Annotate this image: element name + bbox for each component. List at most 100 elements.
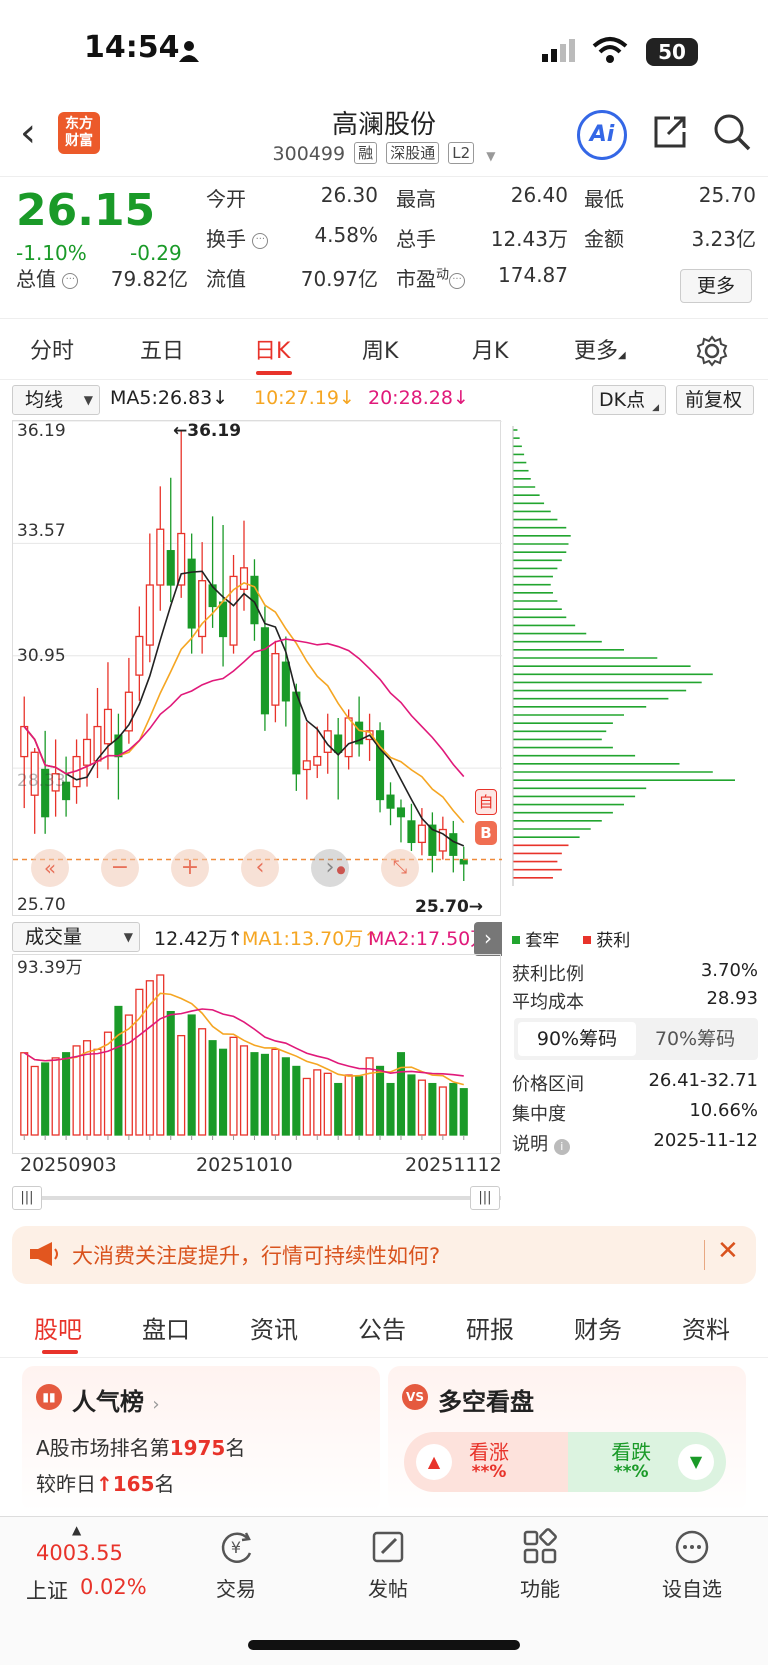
nav-post[interactable]: 发帖 bbox=[348, 1527, 428, 1602]
tab-profile[interactable]: 资料 bbox=[682, 1316, 730, 1344]
tab-more[interactable]: 更多◢ bbox=[574, 339, 626, 364]
chevron-right-icon[interactable]: › bbox=[311, 849, 349, 887]
tab-intraday[interactable]: 分时 bbox=[30, 339, 75, 364]
nav-add-watchlist[interactable]: 设自选 bbox=[652, 1527, 732, 1602]
close-icon[interactable]: ✕ bbox=[717, 1236, 739, 1266]
candle-body bbox=[334, 734, 343, 753]
ma20-label: 20:28.28↓ bbox=[368, 387, 469, 409]
tab-research[interactable]: 研报 bbox=[466, 1316, 514, 1344]
ma5-line bbox=[23, 570, 465, 847]
float-label: 流值 bbox=[206, 267, 246, 291]
high-label: 最高 bbox=[396, 187, 436, 211]
vote-up-button[interactable]: ▲ 看涨 **% bbox=[404, 1432, 574, 1492]
news-banner[interactable]: 大消费关注度提升，行情可持续性如何? ✕ bbox=[12, 1226, 756, 1284]
tab-underline bbox=[256, 371, 292, 375]
candle-body bbox=[82, 738, 92, 766]
info-tabs: 股吧 盘口 资讯 公告 研报 财务 资料 bbox=[0, 1294, 768, 1358]
volume-bar bbox=[93, 1048, 102, 1136]
tab-forum[interactable]: 股吧 bbox=[34, 1316, 82, 1344]
tab-news[interactable]: 资讯 bbox=[250, 1316, 298, 1344]
vote-down-button[interactable]: 看跌 **% ▼ bbox=[568, 1432, 726, 1492]
info-icon[interactable]: ··· bbox=[62, 273, 79, 289]
buy-signal-badge[interactable]: B bbox=[475, 821, 497, 845]
megaphone-icon bbox=[30, 1242, 58, 1266]
grid-icon bbox=[523, 1528, 557, 1564]
candle-body bbox=[313, 755, 322, 766]
tab-monthly-k[interactable]: 月K bbox=[472, 339, 509, 364]
tab-chip-90[interactable]: 90%筹码 bbox=[518, 1022, 636, 1056]
volume-bar bbox=[365, 1057, 374, 1136]
tab-chip-70[interactable]: 70%筹码 bbox=[654, 1028, 736, 1050]
volume-toolbar: 成交量 ▼ 12.42万↑ MA1:13.70万↑ MA2:17.50万 › bbox=[0, 920, 502, 956]
bull-bear-card: VS 多空看盘 ▲ 看涨 **% 看跌 **% ▼ bbox=[388, 1366, 746, 1512]
indicator-select[interactable]: 均线 ▼ bbox=[12, 385, 100, 415]
self-select-badge[interactable]: 自 bbox=[475, 789, 497, 815]
popularity-card[interactable]: ▮▮ 人气榜 › A股市场排名第1975名 较昨日↑165名 bbox=[22, 1366, 380, 1512]
volume-bar bbox=[51, 1057, 60, 1136]
chevron-left-icon[interactable]: ‹ bbox=[241, 849, 279, 887]
date-end: 20251112 bbox=[405, 1154, 502, 1176]
info-icon[interactable]: ··· bbox=[252, 233, 269, 249]
ai-button[interactable]: Ai bbox=[577, 110, 627, 160]
volume-bar bbox=[114, 1005, 123, 1136]
chevron-down-icon[interactable]: ▼ bbox=[486, 149, 496, 163]
more-quote-button[interactable]: 更多 bbox=[680, 269, 752, 303]
scroll-handle-right[interactable]: ||| bbox=[470, 1186, 500, 1210]
period-tabs: 分时 五日 日K 周K 月K 更多◢ bbox=[0, 318, 768, 380]
banner-text: 大消费关注度提升，行情可持续性如何? bbox=[72, 1244, 441, 1268]
tab-weekly-k[interactable]: 周K bbox=[362, 339, 399, 364]
vs-icon: VS bbox=[402, 1384, 428, 1410]
candle-body bbox=[208, 584, 217, 608]
tab-orderbook[interactable]: 盘口 bbox=[142, 1316, 190, 1344]
volume-svg bbox=[20, 974, 468, 1140]
info-icon[interactable]: i bbox=[553, 1139, 570, 1155]
tab-financials[interactable]: 财务 bbox=[574, 1316, 622, 1344]
volume-ma-line bbox=[23, 992, 464, 1086]
search-icon[interactable] bbox=[712, 112, 752, 152]
note-row: 说明 i 2025-11-12 bbox=[512, 1130, 758, 1155]
volume-bar bbox=[103, 1031, 113, 1136]
chevron-right-icon[interactable]: › bbox=[474, 922, 502, 956]
candle-body bbox=[51, 773, 60, 792]
volume-ma1-label: MA1:13.70万↑ bbox=[242, 928, 380, 950]
candle-body bbox=[323, 730, 332, 753]
volume-chart[interactable]: 93.39万 bbox=[12, 954, 501, 1154]
candle-body bbox=[449, 833, 458, 856]
nav-functions[interactable]: 功能 bbox=[500, 1527, 580, 1602]
amount-value: 3.23亿 bbox=[691, 227, 756, 251]
avg-cost-row: 平均成本 28.93 bbox=[512, 988, 758, 1013]
chart-scrollbar[interactable]: ||| ||| bbox=[12, 1186, 501, 1210]
concentration-row: 集中度 10.66% bbox=[512, 1100, 758, 1125]
dk-select[interactable]: DK点 ◢ bbox=[592, 385, 666, 415]
open-label: 今开 bbox=[206, 187, 246, 211]
tab-daily-k[interactable]: 日K bbox=[254, 339, 291, 364]
tab-five-day[interactable]: 五日 bbox=[140, 339, 185, 364]
volume-bar bbox=[250, 1052, 259, 1136]
margin-tag: 融 bbox=[354, 142, 378, 164]
index-value[interactable]: 4003.55 bbox=[36, 1541, 123, 1565]
zoom-out-icon[interactable]: − bbox=[101, 849, 139, 887]
adjust-select[interactable]: 前复权 bbox=[676, 385, 754, 415]
back-button[interactable]: ‹ bbox=[20, 110, 36, 156]
candle-body bbox=[428, 824, 437, 856]
kline-chart[interactable]: 36.19 33.57 30.95 28.33 25.70 ←36.19 25.… bbox=[12, 420, 502, 917]
connect-tag: 深股通 bbox=[386, 142, 440, 164]
share-icon[interactable] bbox=[650, 112, 690, 152]
edit-icon bbox=[372, 1531, 404, 1563]
arrow-up-icon: ▲ bbox=[416, 1444, 452, 1480]
candle-body bbox=[281, 661, 290, 702]
index-name[interactable]: 上证 bbox=[26, 1579, 68, 1603]
zoom-in-icon[interactable]: + bbox=[171, 849, 209, 887]
tab-announcements[interactable]: 公告 bbox=[358, 1316, 406, 1344]
info-icon[interactable]: ··· bbox=[449, 273, 466, 289]
index-percent[interactable]: 0.02% bbox=[80, 1575, 147, 1599]
gear-icon[interactable] bbox=[696, 335, 728, 367]
expand-icon[interactable]: ⤡ bbox=[381, 849, 419, 887]
nav-trade[interactable]: ¥ 交易 bbox=[196, 1527, 276, 1602]
rewind-icon[interactable]: « bbox=[31, 849, 69, 887]
volume-indicator-select[interactable]: 成交量 ▼ bbox=[12, 922, 140, 952]
volume-bar bbox=[20, 1052, 29, 1136]
kline-toolbar: 均线 ▼ MA5:26.83↓ 10:27.19↓ 20:28.28↓ DK点 ◢ … bbox=[0, 383, 768, 419]
scroll-handle-left[interactable]: ||| bbox=[12, 1186, 42, 1210]
y-min-label: 25.70 bbox=[17, 895, 66, 915]
